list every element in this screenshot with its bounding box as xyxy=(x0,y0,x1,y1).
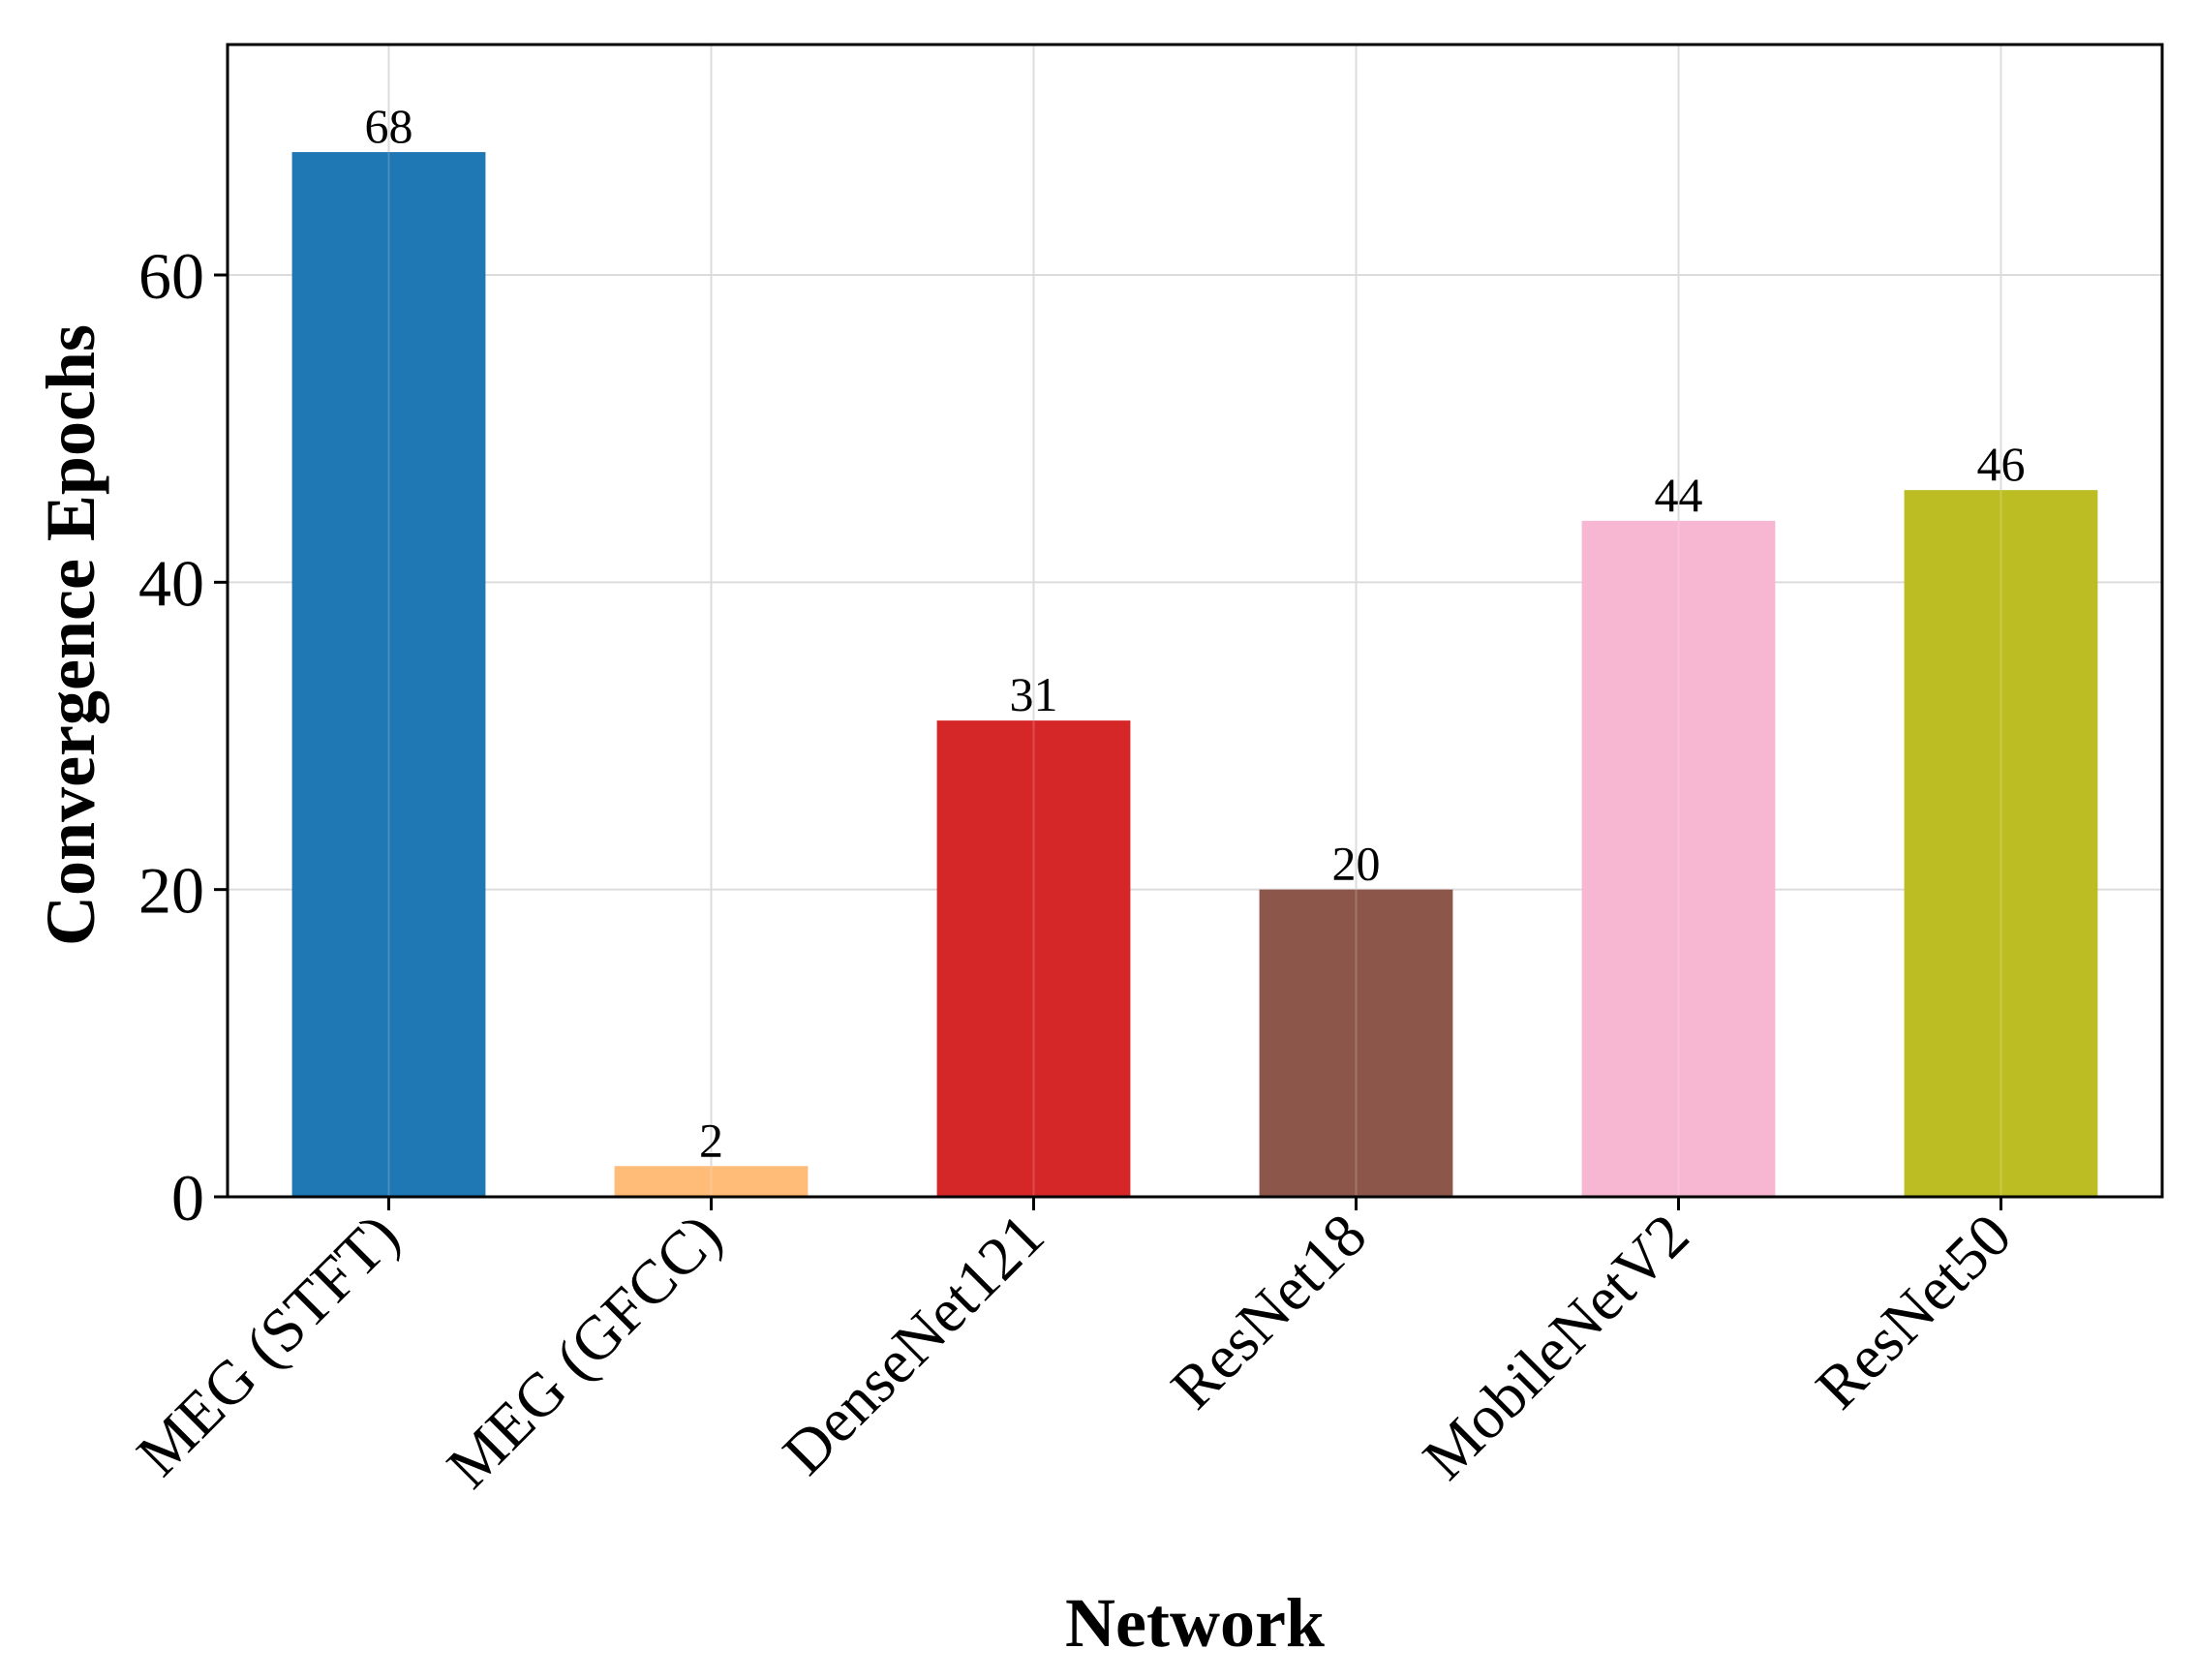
data-label: 68 xyxy=(365,99,413,153)
data-label: 46 xyxy=(1977,437,2026,491)
data-labels: 68 2 31 20 44 46 xyxy=(365,99,2026,1167)
x-tick-label: MobileNetV2 xyxy=(1410,1201,1702,1493)
bar xyxy=(291,152,486,1198)
bars xyxy=(291,152,2098,1198)
bar xyxy=(1259,889,1453,1197)
y-axis-title: Convergence Epochs xyxy=(32,324,109,946)
bar xyxy=(1581,520,1776,1197)
x-axis-title: Network xyxy=(1065,1584,1325,1662)
bar xyxy=(936,720,1131,1197)
y-tick-label: 40 xyxy=(138,546,204,620)
y-tick-label: 60 xyxy=(138,239,204,313)
y-tick-label: 20 xyxy=(138,854,204,928)
x-tick-label: MEG (STFT) xyxy=(124,1201,412,1489)
data-label: 2 xyxy=(699,1113,723,1167)
bar xyxy=(1904,490,2098,1198)
x-tick-label: DenseNet121 xyxy=(770,1201,1057,1488)
plot-frame xyxy=(226,43,2164,1199)
bar xyxy=(614,1166,809,1197)
grid xyxy=(228,45,2162,1197)
data-label: 31 xyxy=(1010,667,1058,721)
x-tick-label: ResNet50 xyxy=(1803,1201,2025,1422)
x-tick-label: ResNet18 xyxy=(1158,1201,1380,1422)
data-label: 20 xyxy=(1332,837,1381,891)
data-label: 44 xyxy=(1655,468,1703,522)
y-tick-label: 0 xyxy=(171,1161,204,1235)
x-tick-label: MEG (GFCC) xyxy=(434,1201,734,1501)
